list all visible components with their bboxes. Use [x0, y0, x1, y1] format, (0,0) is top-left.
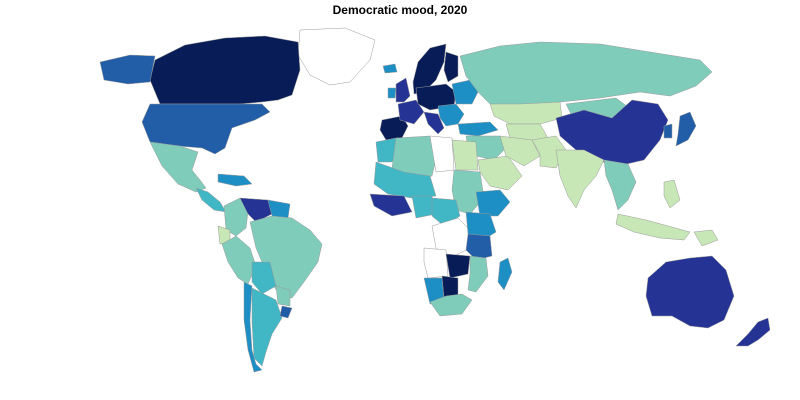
- region-iceland: [382, 63, 398, 74]
- region-iran: [499, 135, 541, 167]
- region-korea: [663, 123, 673, 139]
- region-mexico: [149, 141, 207, 193]
- region-egypt: [451, 139, 479, 171]
- region-japan: [675, 111, 697, 147]
- region-uruguay: [279, 305, 293, 319]
- region-canada: [149, 35, 301, 105]
- region-new-zealand: [735, 317, 771, 347]
- region-alaska: [99, 54, 156, 85]
- region-paraguay: [275, 285, 291, 307]
- region-kazakhstan: [489, 101, 563, 125]
- region-caribbean: [217, 173, 253, 187]
- region-west-africa-coast: [369, 193, 413, 217]
- region-australia: [645, 255, 735, 329]
- region-ireland: [387, 87, 397, 99]
- region-turkey: [457, 121, 499, 137]
- region-philippines: [663, 179, 681, 209]
- region-finland: [443, 51, 459, 83]
- region-france: [397, 99, 425, 125]
- region-ethiopia: [475, 189, 511, 217]
- region-central-america: [195, 187, 227, 213]
- region-papua: [693, 229, 719, 247]
- region-eastern-europe: [451, 79, 479, 105]
- region-india: [555, 149, 605, 209]
- region-united-states: [141, 103, 271, 155]
- region-russia: [459, 41, 713, 107]
- region-uk: [395, 77, 411, 103]
- region-indonesia: [615, 213, 691, 241]
- map-title: Democratic mood, 2020: [332, 3, 468, 17]
- region-south-africa: [429, 293, 473, 317]
- region-chile: [243, 281, 263, 373]
- region-southeast-asia: [603, 159, 637, 211]
- region-angola: [423, 247, 449, 279]
- region-italy: [423, 111, 445, 135]
- region-mozambique: [467, 255, 489, 293]
- region-zambia: [445, 253, 471, 279]
- region-argentina: [251, 287, 283, 367]
- region-guianas: [267, 199, 291, 219]
- region-greenland: [297, 27, 376, 86]
- region-peru: [221, 235, 257, 285]
- region-shapes: [99, 27, 771, 373]
- region-madagascar: [497, 257, 513, 291]
- region-bolivia: [251, 261, 277, 295]
